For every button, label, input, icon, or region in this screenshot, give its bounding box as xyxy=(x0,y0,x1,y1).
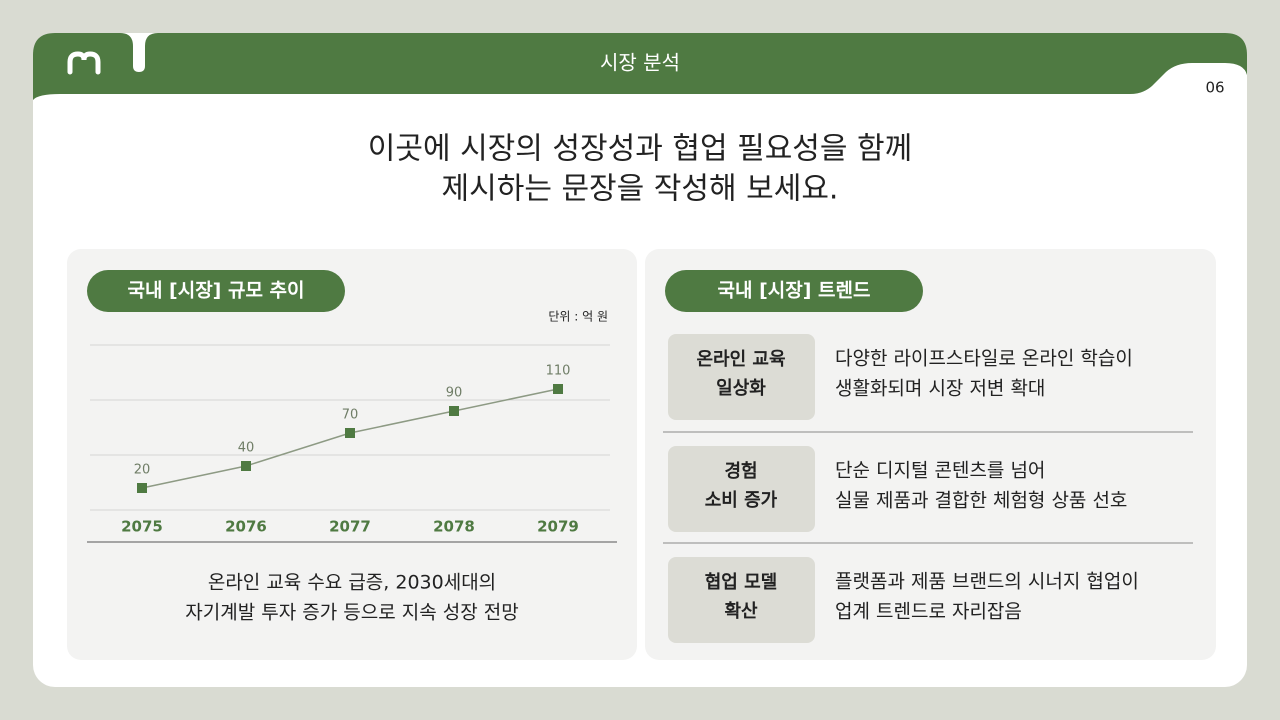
trend-label: 온라인 교육 xyxy=(696,349,785,370)
trend-label: 경험 xyxy=(724,460,757,482)
trend-label: 일상화 xyxy=(716,378,766,399)
trend-text: 다양한 라이프스타일로 온라인 학습이 xyxy=(835,348,1133,370)
trend-label: 협업 모델 xyxy=(705,571,778,593)
value-label: 90 xyxy=(446,386,463,401)
panel-title: 국내 [시장] 규모 추이 xyxy=(127,280,304,302)
value-label: 110 xyxy=(546,364,571,379)
marker xyxy=(345,428,355,438)
trend-text: 실물 제품과 결합한 체험형 상품 선호 xyxy=(835,490,1127,512)
trend-label: 확산 xyxy=(724,601,758,622)
marker xyxy=(137,483,147,493)
trend-label: 소비 증가 xyxy=(705,490,778,511)
trend-box xyxy=(668,446,815,532)
value-label: 20 xyxy=(134,463,151,478)
trend-text: 플랫폼과 제품 브랜드의 시너지 협업이 xyxy=(835,571,1139,593)
x-tick-label: 2077 xyxy=(329,518,371,536)
trend-text: 단순 디지털 콘텐츠를 넘어 xyxy=(835,460,1045,482)
x-tick-label: 2078 xyxy=(433,518,475,536)
x-tick-label: 2076 xyxy=(225,518,267,536)
pill xyxy=(665,270,923,312)
value-label: 70 xyxy=(342,408,359,423)
marker xyxy=(449,406,459,416)
logo xyxy=(67,51,101,75)
caption: 온라인 교육 수요 급증, 2030세대의 xyxy=(208,572,496,594)
trend-text: 생활화되며 시장 저변 확대 xyxy=(835,378,1045,400)
value-label: 40 xyxy=(238,441,255,456)
headline: 이곳에 시장의 성장성과 협업 필요성을 함께 xyxy=(368,132,912,167)
caption: 자기계발 투자 증가 등으로 지속 성장 전망 xyxy=(185,602,518,624)
header-band xyxy=(33,33,1247,100)
marker xyxy=(241,461,251,471)
unit-label: 단위 : 억 원 xyxy=(548,310,608,324)
page-number: 06 xyxy=(1205,79,1224,97)
trend-text: 업계 트렌드로 자리잡음 xyxy=(835,601,1022,623)
headline: 제시하는 문장을 작성해 보세요. xyxy=(442,172,839,207)
x-tick-label: 2079 xyxy=(537,518,579,536)
trend-box xyxy=(668,334,815,420)
trend-box xyxy=(668,557,815,643)
panel-title: 국내 [시장] 트렌드 xyxy=(718,280,871,302)
header-title: 시장 분석 xyxy=(600,51,680,75)
x-tick-label: 2075 xyxy=(121,518,163,536)
marker xyxy=(553,384,563,394)
pill xyxy=(87,270,345,312)
